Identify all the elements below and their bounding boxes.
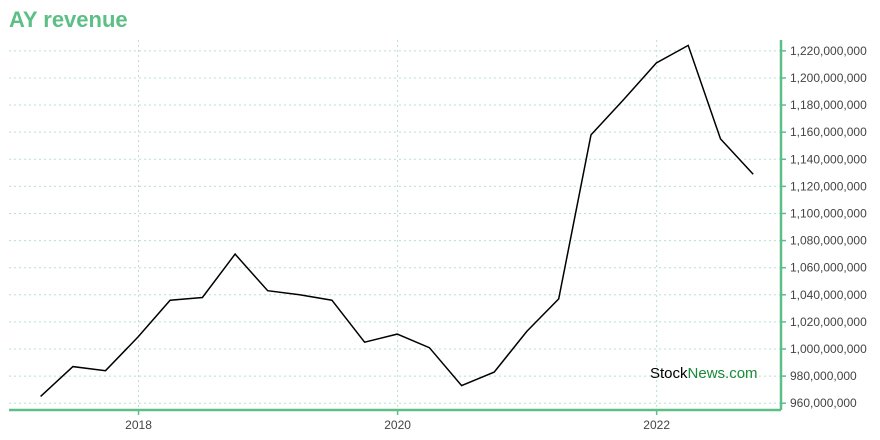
watermark-news: News [687, 365, 726, 382]
y-tick-label: 1,100,000,000 [790, 206, 867, 220]
x-tick-label: 2020 [384, 418, 411, 432]
y-tick-label: 1,120,000,000 [790, 179, 867, 193]
y-tick-label: 960,000,000 [790, 396, 857, 410]
y-tick-label: 1,200,000,000 [790, 71, 867, 85]
stocknews-watermark: StockNews.com [650, 365, 758, 382]
y-tick-label: 1,160,000,000 [790, 125, 867, 139]
y-tick-label: 1,060,000,000 [790, 261, 867, 275]
x-tick-label: 2018 [125, 418, 152, 432]
y-tick-label: 1,040,000,000 [790, 288, 867, 302]
x-tick-label: 2022 [643, 418, 670, 432]
watermark-com: .com [725, 365, 758, 382]
y-tick-label: 1,180,000,000 [790, 98, 867, 112]
y-tick-label: 1,140,000,000 [790, 152, 867, 166]
y-tick-label: 1,000,000,000 [790, 342, 867, 356]
watermark-stock: Stock [650, 365, 688, 382]
revenue-series-line [40, 44, 754, 397]
y-tick-label: 980,000,000 [790, 369, 857, 383]
x-axis-ticks: 2018 2020 2022 [125, 410, 670, 432]
chart-title: AY revenue [9, 7, 128, 32]
grid-lines [9, 40, 781, 410]
y-tick-label: 1,220,000,000 [790, 44, 867, 58]
y-axis-ticks: 960,000,000 980,000,000 1,000,000,000 1,020… [781, 44, 867, 410]
y-tick-label: 1,080,000,000 [790, 234, 867, 248]
y-tick-label: 1,020,000,000 [790, 315, 867, 329]
